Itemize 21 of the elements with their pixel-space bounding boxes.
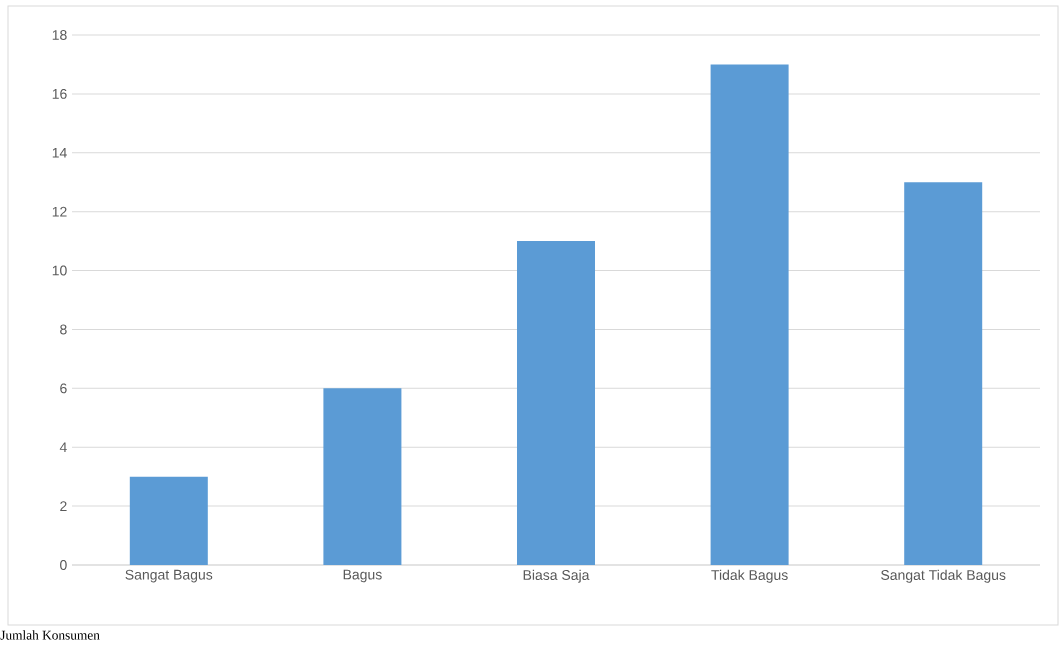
y-tick-label: 4 xyxy=(59,442,67,453)
x-tick-label: Sangat Tidak Bagus xyxy=(881,569,1006,583)
bar xyxy=(710,64,789,565)
y-tick-label: 18 xyxy=(52,30,67,40)
bar xyxy=(904,182,983,565)
bar xyxy=(323,388,402,565)
bar xyxy=(517,241,595,565)
y-tick-label: 0 xyxy=(60,560,67,570)
x-tick-label: Sangat Bagus xyxy=(125,569,213,583)
bar xyxy=(129,476,208,565)
y-tick-label: 16 xyxy=(52,88,67,99)
x-tick-label: Tidak Bagus xyxy=(711,569,788,583)
y-tick-label: 8 xyxy=(60,324,67,335)
x-tick-label: Bagus xyxy=(343,569,382,583)
y-tick-label: 6 xyxy=(60,383,67,394)
y-tick-label: 10 xyxy=(52,265,67,276)
y-tick-label: 14 xyxy=(52,147,67,158)
y-tick-label: 2 xyxy=(60,501,67,511)
x-tick-label: Biasa Saja xyxy=(523,569,590,583)
text: Jumlah Konsumen xyxy=(0,630,100,640)
y-tick-label: 12 xyxy=(52,206,67,217)
